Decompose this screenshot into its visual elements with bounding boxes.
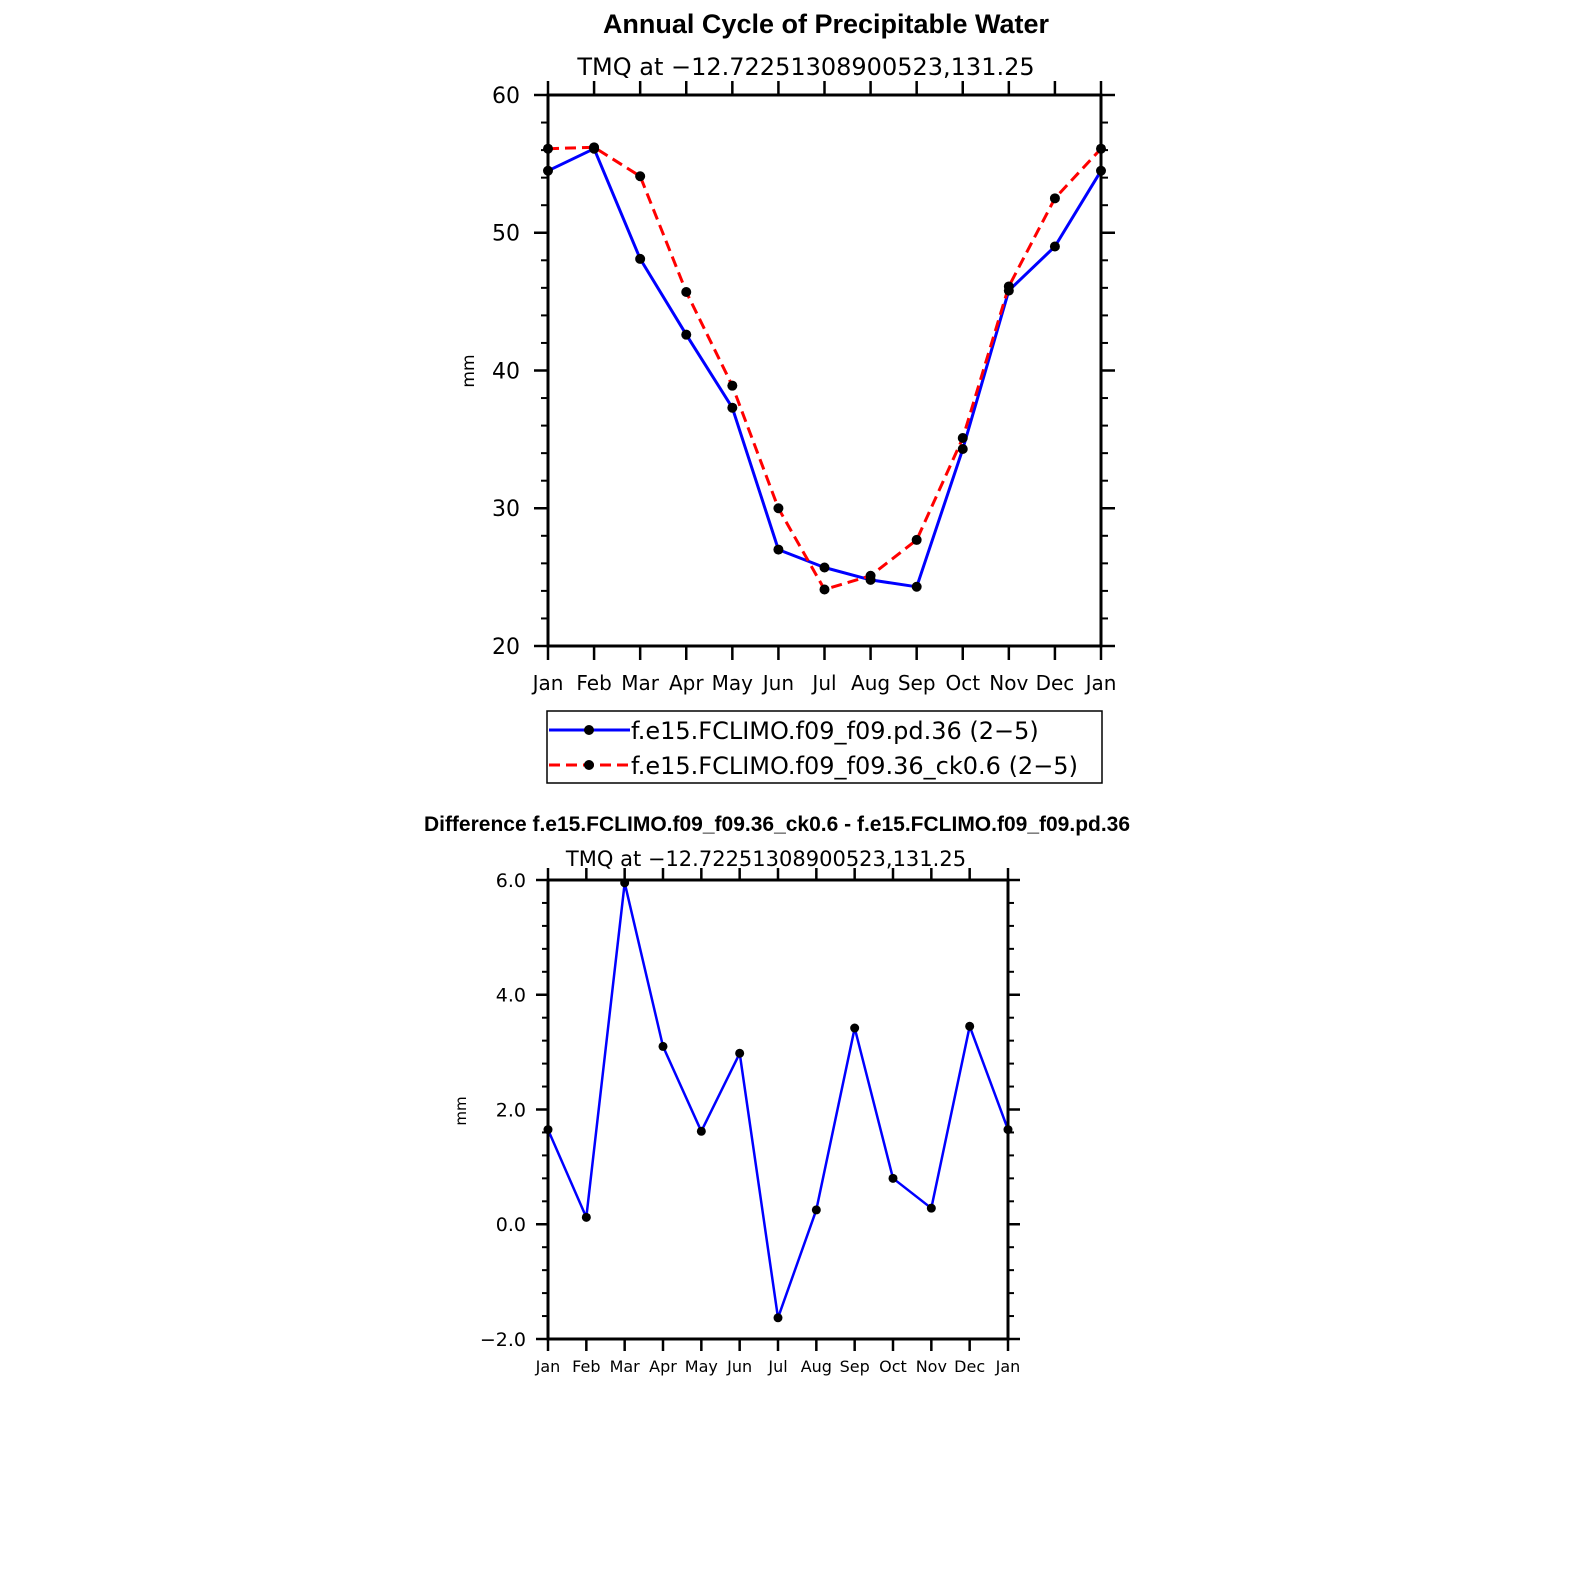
chart2-series-0-point xyxy=(926,1203,936,1213)
chart1-series-0-point xyxy=(727,402,738,413)
chart2-ytick-label: 2.0 xyxy=(496,1099,526,1121)
chart1-series-1-point xyxy=(773,503,784,514)
chart1-series-line-0 xyxy=(547,147,1103,589)
chart1-series-0-point xyxy=(681,329,692,340)
chart1-ytick-label: 60 xyxy=(492,84,520,109)
chart2-series-0-point xyxy=(811,1205,821,1215)
chart2-xtick-label: Feb xyxy=(572,1357,600,1376)
chart1-series-0-point xyxy=(635,253,646,264)
chart2-subtitle: TMQ at −12.72251308900523,131.25 xyxy=(565,847,966,871)
chart1-series-1-point xyxy=(681,286,692,297)
chart2-series-0-point xyxy=(696,1126,706,1136)
chart1-series-0-point xyxy=(1049,241,1060,252)
chart1-xtick-label: May xyxy=(712,671,754,695)
chart1-ylabel: mm xyxy=(459,354,479,387)
chart1-xtick-label: Jul xyxy=(810,671,836,695)
legend-marker-series-a xyxy=(584,725,594,735)
chart2-series-0-point xyxy=(773,1313,783,1323)
chart1-xtick-label: Sep xyxy=(898,671,936,695)
chart2-xtick-label: Oct xyxy=(879,1357,907,1376)
chart1-xtick-label: Jun xyxy=(761,671,794,695)
chart1-xtick-label: Nov xyxy=(989,671,1028,695)
chart1-ytick-label: 50 xyxy=(492,222,520,247)
chart1-series-0-point xyxy=(911,581,922,592)
legend-label-series-a: f.e15.FCLIMO.f09_f09.pd.36 (2−5) xyxy=(631,717,1039,745)
chart1-series-1-point xyxy=(865,570,876,581)
chart2-xtick-label: Apr xyxy=(649,1357,677,1376)
chart1-series-1-point xyxy=(957,432,968,443)
chart1-series-line-1 xyxy=(547,145,1103,591)
chart1-series-1-point xyxy=(911,534,922,545)
chart2-xtick-label: Sep xyxy=(840,1357,870,1376)
chart1-series-1-point xyxy=(727,380,738,391)
chart1-series-0-point xyxy=(819,562,830,573)
chart2-series-0-point xyxy=(658,1041,668,1051)
chart1-xtick-label: Feb xyxy=(576,671,611,695)
chart2-ytick-label: −2.0 xyxy=(480,1329,526,1351)
chart2-xtick-label: Mar xyxy=(610,1357,641,1376)
legend-marker-series-b xyxy=(584,760,594,770)
chart2-xtick-label: Aug xyxy=(801,1357,832,1376)
chart2-title: Difference f.e15.FCLIMO.f09_f09.36_ck0.6… xyxy=(424,813,1130,836)
chart2-ytick-label: 4.0 xyxy=(496,985,526,1007)
chart1-xtick-label: Jan xyxy=(1084,671,1117,695)
chart2-ytick-label: 6.0 xyxy=(496,870,526,892)
chart-annual-cycle: Annual Cycle of Precipitable Water TMQ a… xyxy=(459,9,1116,695)
chart2-xtick-label: Jan xyxy=(535,1357,561,1376)
chart2-xtick-label: Dec xyxy=(954,1357,985,1376)
chart1-series-0-point xyxy=(773,544,784,555)
chart1-xtick-label: Mar xyxy=(621,671,660,695)
chart2-xtick-label: Jun xyxy=(726,1357,752,1376)
chart2-xtick-label: Jan xyxy=(995,1357,1021,1376)
chart2-xtick-label: Nov xyxy=(916,1357,947,1376)
chart2-series-0-point xyxy=(965,1021,975,1031)
chart1-ytick-label: 30 xyxy=(492,497,520,522)
chart2-series-0-point xyxy=(581,1212,591,1222)
legend-label-series-b: f.e15.FCLIMO.f09_f09.36_ck0.6 (2−5) xyxy=(631,752,1078,780)
chart1-series-1-point xyxy=(589,142,600,153)
chart1-series-1-point xyxy=(1003,281,1014,292)
chart1-series-1-point xyxy=(1049,193,1060,204)
chart1-xtick-label: Dec xyxy=(1036,671,1075,695)
chart2-frame xyxy=(546,878,1010,1341)
chart1-series-1-point xyxy=(635,171,646,182)
chart2-ytick-label: 0.0 xyxy=(496,1214,526,1236)
chart1-ytick-label: 40 xyxy=(492,359,520,384)
chart1-xtick-label: Oct xyxy=(945,671,980,695)
chart1-legend: f.e15.FCLIMO.f09_f09.pd.36 (2−5) f.e15.F… xyxy=(546,710,1103,784)
chart2-ylabel: mm xyxy=(452,1096,470,1125)
chart2-series-0-point xyxy=(735,1048,745,1058)
chart1-subtitle: TMQ at −12.72251308900523,131.25 xyxy=(576,53,1034,81)
chart1-xtick-label: Jan xyxy=(531,671,564,695)
chart2-series-line-0 xyxy=(546,881,1010,1320)
chart1-xtick-label: Aug xyxy=(851,671,890,695)
chart1-title: Annual Cycle of Precipitable Water xyxy=(603,9,1050,39)
chart2-xtick-label: May xyxy=(685,1357,718,1376)
chart2-xtick-label: Jul xyxy=(767,1357,787,1376)
chart1-series-0-point xyxy=(957,444,968,455)
chart1-series-1-point xyxy=(819,584,830,595)
chart1-ytick-label: 20 xyxy=(492,635,520,660)
chart-difference: Difference f.e15.FCLIMO.f09_f09.36_ck0.6… xyxy=(424,813,1130,1376)
chart1-frame xyxy=(546,93,1103,648)
chart2-series-0-point xyxy=(888,1173,898,1183)
legend-box xyxy=(546,710,1103,784)
chart2-series-0-point xyxy=(850,1023,860,1033)
chart1-xtick-label: Apr xyxy=(669,671,704,695)
